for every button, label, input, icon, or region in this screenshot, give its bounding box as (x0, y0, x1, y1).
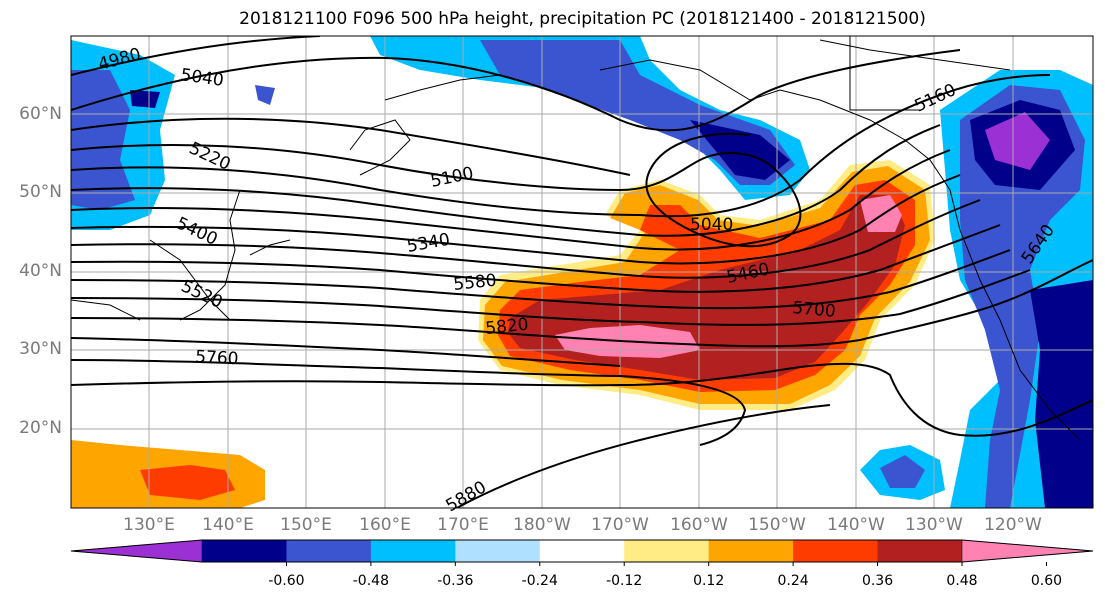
lat-label: 30°N (19, 339, 62, 359)
contour-label: 5040 (690, 215, 733, 235)
colorbar-tick-label: 0.48 (946, 573, 978, 589)
lat-label: 60°N (19, 104, 62, 124)
colorbar-tick-label: 0.24 (777, 573, 809, 589)
negative-precip-shading (71, 36, 1093, 508)
lon-label: 170°E (437, 515, 489, 535)
map-plot: 4980 5040 5100 5040 5160 5220 5400 5340 … (70, 35, 1094, 516)
colorbar-tick-label: 0.36 (861, 573, 894, 589)
lon-label: 160°W (670, 515, 728, 535)
colorbar-tick-label: 0.12 (693, 573, 725, 589)
lon-label: 120°W (984, 515, 1042, 535)
lon-label: 130°W (905, 515, 963, 535)
contour-label: 5820 (484, 315, 529, 339)
contour-label: 5700 (792, 298, 837, 322)
colorbar-tick-label: -0.60 (268, 573, 305, 589)
lon-label: 140°W (827, 515, 885, 535)
lat-label: 40°N (19, 261, 62, 281)
colorbar-tick-label: 0.60 (1030, 573, 1063, 589)
height-contours (71, 36, 1093, 508)
colorbar-tick-label: -0.36 (437, 573, 474, 589)
coastlines (71, 36, 1081, 441)
lon-label: 150°E (280, 515, 332, 535)
contour-label: 5760 (195, 347, 239, 369)
map-title: 2018121100 F096 500 hPa height, precipit… (239, 9, 926, 29)
contour-label: 5580 (452, 271, 497, 295)
lat-label: 50°N (19, 182, 62, 202)
lon-label: 130°E (123, 515, 175, 535)
colorbar-tick-label: -0.24 (521, 573, 558, 589)
colorbar-tick-label: -0.48 (352, 573, 389, 589)
lon-label: 180°W (513, 515, 571, 535)
colorbar-ticks (285, 562, 1047, 566)
lon-label: 170°W (591, 515, 649, 535)
lat-label: 20°N (19, 418, 62, 438)
lon-label: 160°E (359, 515, 411, 535)
lon-label: 150°W (748, 515, 806, 535)
lon-label: 140°E (202, 515, 254, 535)
colorbar-tick-label: -0.12 (606, 573, 643, 589)
